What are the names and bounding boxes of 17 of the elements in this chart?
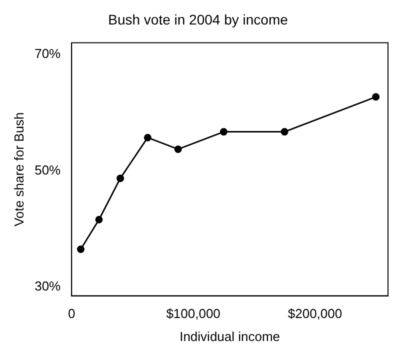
point [220,128,228,136]
x-axis-title: Individual income [180,328,280,344]
point [372,93,380,101]
chart-title: Bush vote in 2004 by income [108,11,288,28]
y-tick-label: 50% [34,162,62,178]
x-tick-label: $200,000 [288,306,342,322]
y-axis-title: Vote share for Bush [11,112,26,226]
y-tick-label: 70% [34,46,62,62]
point [144,134,152,142]
point [76,246,84,254]
point [116,174,124,182]
x-tick-label: 0 [68,306,76,322]
point [95,216,103,224]
y-tick-label: 30% [34,278,62,294]
point [280,128,288,136]
point [174,145,182,153]
x-tick-label: $100,000 [166,306,220,322]
